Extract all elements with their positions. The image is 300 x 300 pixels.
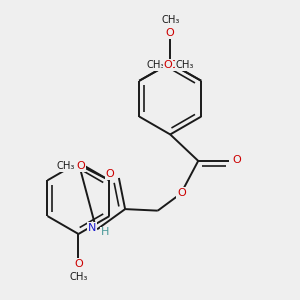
Text: CH₃: CH₃ xyxy=(146,60,165,70)
Text: CH₃: CH₃ xyxy=(176,60,194,70)
Text: O: O xyxy=(106,169,115,179)
Text: O: O xyxy=(74,259,83,269)
Text: CH₃: CH₃ xyxy=(161,15,179,25)
Text: CH₃: CH₃ xyxy=(57,161,75,171)
Text: O: O xyxy=(168,60,177,70)
Text: O: O xyxy=(164,60,172,70)
Text: O: O xyxy=(233,155,242,165)
Text: CH₃: CH₃ xyxy=(69,272,88,282)
Text: N: N xyxy=(88,223,96,233)
Text: O: O xyxy=(77,161,85,171)
Text: O: O xyxy=(177,188,186,198)
Text: O: O xyxy=(166,28,175,38)
Text: H: H xyxy=(101,227,110,237)
